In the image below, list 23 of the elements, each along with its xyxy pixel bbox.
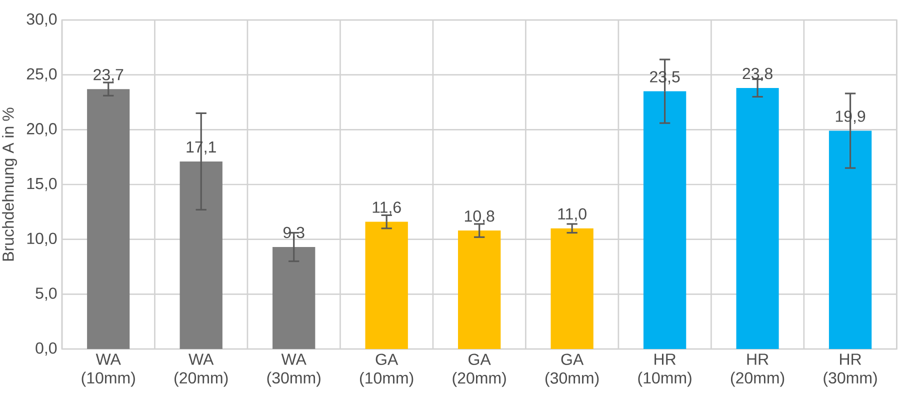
data-label: 11,6 — [372, 202, 401, 215]
x-tick-label: GA (20mm) — [452, 354, 506, 387]
x-tick-label: WA (20mm) — [174, 354, 228, 387]
x-tick-label: WA (10mm) — [82, 354, 135, 387]
y-tick-label: 10,0 — [27, 232, 57, 246]
data-label: 11,0 — [558, 208, 586, 222]
x-tick-label: HR (10mm) — [638, 354, 692, 387]
data-label: 23,8 — [742, 68, 772, 82]
y-tick-label: 0,0 — [36, 342, 57, 356]
y-tick-label: 5,0 — [36, 288, 57, 301]
data-label: 9,3 — [283, 226, 304, 240]
x-tick-label: HR (30mm) — [824, 354, 877, 387]
x-tick-label: GA (10mm) — [360, 354, 414, 387]
x-tick-label: HR (20mm) — [730, 354, 784, 387]
y-tick-label: 15,0 — [27, 178, 57, 192]
x-tick-label: WA (30mm) — [267, 354, 320, 387]
data-label: 10,8 — [464, 210, 494, 224]
x-tick-label: GA (30mm) — [546, 354, 599, 387]
y-tick-label: 30,0 — [26, 13, 57, 27]
y-tick-label: 20,0 — [26, 123, 57, 136]
y-axis-title: Bruchdehnung A in % — [2, 108, 17, 261]
y-tick-label: 25,0 — [26, 68, 57, 82]
data-label: 23,7 — [94, 68, 124, 82]
